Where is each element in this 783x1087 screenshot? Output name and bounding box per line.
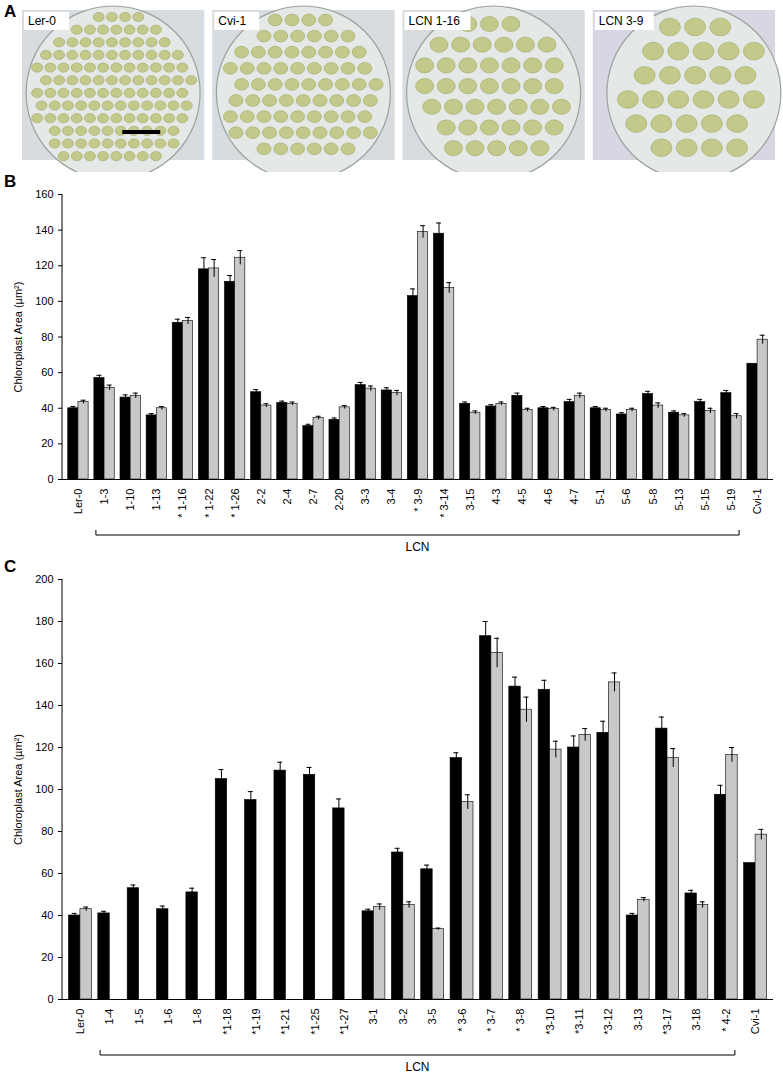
svg-text:1-6: 1-6 [162, 1009, 174, 1025]
svg-text:*1-18: *1-18 [221, 1009, 233, 1035]
svg-text:3-4: 3-4 [385, 489, 397, 505]
svg-text:LCN 1-16: LCN 1-16 [409, 14, 461, 28]
svg-text:120: 120 [35, 741, 53, 753]
svg-text:140: 140 [35, 224, 53, 236]
svg-text:1-13: 1-13 [150, 489, 162, 511]
svg-text:LCN 3-9: LCN 3-9 [599, 14, 644, 28]
svg-text:*1-21: *1-21 [279, 1009, 291, 1035]
svg-text:20: 20 [41, 951, 53, 963]
svg-text:Cvi-1: Cvi-1 [751, 489, 763, 515]
svg-text:120: 120 [35, 259, 53, 271]
svg-text:* 4-2: * 4-2 [720, 1009, 732, 1032]
svg-text:2-2: 2-2 [255, 489, 267, 505]
svg-text:1-5: 1-5 [133, 1009, 145, 1025]
svg-text:40: 40 [41, 402, 53, 414]
svg-text:0: 0 [47, 473, 53, 485]
svg-text:200: 200 [35, 573, 53, 585]
svg-text:60: 60 [41, 366, 53, 378]
svg-text:2-7: 2-7 [307, 489, 319, 505]
svg-text:LCN: LCN [405, 540, 429, 554]
svg-text:100: 100 [35, 783, 53, 795]
svg-text:3-13: 3-13 [632, 1009, 644, 1031]
svg-text:5-13: 5-13 [673, 489, 685, 511]
svg-text:4-6: 4-6 [542, 489, 554, 505]
svg-text:* 3-6: * 3-6 [456, 1009, 468, 1032]
svg-text:Ler-0: Ler-0 [28, 14, 56, 28]
svg-text:4-7: 4-7 [568, 489, 580, 505]
svg-text:3-1: 3-1 [367, 1009, 379, 1025]
svg-text:*1-19: *1-19 [250, 1009, 262, 1035]
svg-text:2-4: 2-4 [281, 489, 293, 505]
svg-text:4-5: 4-5 [516, 489, 528, 505]
svg-text:160: 160 [35, 657, 53, 669]
html-text:B: B [4, 172, 17, 191]
svg-text:* 1-16: * 1-16 [176, 489, 188, 518]
svg-text:5-8: 5-8 [647, 489, 659, 505]
svg-text:Cvi-1: Cvi-1 [749, 1009, 761, 1035]
svg-text:* 1-26: * 1-26 [229, 489, 241, 518]
svg-text:60: 60 [41, 867, 53, 879]
svg-text:LCN: LCN [405, 1060, 429, 1074]
svg-text:3-18: 3-18 [690, 1009, 702, 1031]
svg-text:5-19: 5-19 [725, 489, 737, 511]
svg-text:5-15: 5-15 [699, 489, 711, 511]
svg-text:*3-12: *3-12 [602, 1009, 614, 1035]
svg-text:* 3-14: * 3-14 [438, 489, 450, 518]
svg-text:1-3: 1-3 [98, 489, 110, 505]
svg-text:140: 140 [35, 699, 53, 711]
html-text:A: A [4, 2, 17, 21]
svg-text:Cvi-1: Cvi-1 [218, 14, 246, 28]
svg-text:* 1-22: * 1-22 [203, 489, 215, 518]
svg-text:* 3-8: * 3-8 [514, 1009, 526, 1032]
svg-text:80: 80 [41, 331, 53, 343]
svg-text:1-8: 1-8 [191, 1009, 203, 1025]
svg-text:*3-10: *3-10 [544, 1009, 556, 1035]
svg-text:20: 20 [41, 437, 53, 449]
svg-text:Chloroplast Area (µm²): Chloroplast Area (µm²) [12, 282, 24, 393]
svg-text:3-15: 3-15 [464, 489, 476, 511]
svg-text:*3-11: *3-11 [573, 1009, 585, 1034]
svg-text:5-1: 5-1 [594, 489, 606, 505]
svg-text:0: 0 [47, 993, 53, 1005]
svg-text:Ler-0: Ler-0 [74, 1009, 86, 1035]
svg-text:1-10: 1-10 [124, 489, 136, 511]
svg-text:* 3-9: * 3-9 [412, 489, 424, 512]
svg-text:*1-25: *1-25 [309, 1009, 321, 1035]
html-text:C: C [4, 557, 17, 576]
svg-text:4-3: 4-3 [490, 489, 502, 505]
svg-text:Ler-0: Ler-0 [72, 489, 84, 515]
svg-text:3-2: 3-2 [397, 1009, 409, 1025]
svg-text:1-4: 1-4 [103, 1009, 115, 1025]
svg-text:2-20: 2-20 [333, 489, 345, 511]
svg-text:5-6: 5-6 [620, 489, 632, 505]
svg-text:160: 160 [35, 188, 53, 200]
svg-text:*1-27: *1-27 [338, 1009, 350, 1035]
svg-text:3-3: 3-3 [359, 489, 371, 505]
svg-text:Chloroplast Area (µm²): Chloroplast Area (µm²) [12, 734, 24, 845]
svg-text:3-5: 3-5 [426, 1009, 438, 1025]
svg-text:180: 180 [35, 615, 53, 627]
svg-text:80: 80 [41, 825, 53, 837]
svg-text:* 3-7: * 3-7 [485, 1009, 497, 1032]
svg-text:*3-17: *3-17 [661, 1009, 673, 1035]
svg-text:100: 100 [35, 295, 53, 307]
svg-text:40: 40 [41, 909, 53, 921]
